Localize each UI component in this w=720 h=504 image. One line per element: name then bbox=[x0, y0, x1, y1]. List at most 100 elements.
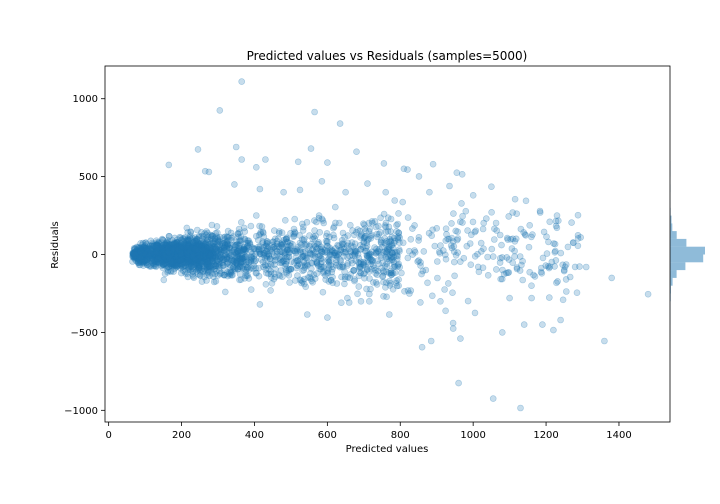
scatter-point bbox=[194, 253, 201, 261]
scatter-point bbox=[196, 250, 204, 257]
scatter-point bbox=[203, 249, 211, 257]
scatter-point bbox=[145, 252, 152, 260]
scatter-point bbox=[318, 255, 325, 262]
scatter-points bbox=[129, 78, 652, 412]
scatter-point bbox=[166, 241, 173, 248]
scatter-point bbox=[163, 239, 170, 247]
scatter-point bbox=[363, 285, 370, 293]
scatter-point bbox=[208, 257, 216, 265]
scatter-point bbox=[198, 254, 206, 262]
scatter-point bbox=[160, 251, 167, 259]
scatter-point bbox=[185, 236, 192, 244]
scatter-point bbox=[190, 241, 197, 248]
scatter-point bbox=[205, 248, 212, 255]
scatter-point bbox=[170, 247, 177, 255]
scatter-point bbox=[204, 247, 212, 255]
scatter-point bbox=[449, 319, 457, 327]
scatter-point bbox=[215, 262, 223, 270]
scatter-point bbox=[168, 246, 176, 254]
scatter-point bbox=[161, 256, 169, 264]
scatter-point bbox=[162, 241, 170, 249]
histogram-bar bbox=[670, 238, 687, 247]
scatter-point bbox=[175, 253, 182, 261]
scatter-point bbox=[143, 255, 151, 262]
scatter-point bbox=[564, 243, 572, 251]
scatter-point bbox=[185, 245, 192, 252]
scatter-point bbox=[399, 198, 407, 206]
scatter-point bbox=[270, 227, 278, 234]
scatter-point bbox=[162, 259, 170, 266]
scatter-point bbox=[163, 252, 171, 260]
scatter-point bbox=[172, 250, 179, 257]
scatter-point bbox=[383, 263, 391, 271]
scatter-point bbox=[247, 222, 255, 230]
scatter-point bbox=[177, 247, 185, 255]
scatter-point bbox=[177, 264, 184, 272]
scatter-point bbox=[211, 245, 219, 253]
scatter-point bbox=[411, 249, 419, 256]
scatter-point bbox=[206, 253, 213, 261]
scatter-point bbox=[207, 246, 215, 254]
scatter-point bbox=[243, 272, 250, 279]
scatter-point bbox=[169, 247, 177, 255]
scatter-point bbox=[140, 262, 147, 269]
scatter-point bbox=[154, 246, 161, 254]
scatter-point bbox=[146, 250, 154, 257]
scatter-point bbox=[158, 250, 166, 258]
x-tick-label: 1200 bbox=[533, 430, 558, 441]
scatter-point bbox=[158, 251, 165, 259]
scatter-point bbox=[159, 251, 167, 258]
scatter-point bbox=[182, 248, 189, 256]
scatter-point bbox=[335, 219, 343, 227]
scatter-point bbox=[171, 260, 179, 268]
scatter-point bbox=[509, 235, 517, 243]
scatter-point bbox=[139, 259, 147, 266]
scatter-point bbox=[365, 228, 373, 235]
scatter-point bbox=[190, 238, 197, 246]
scatter-point bbox=[163, 264, 171, 272]
scatter-point bbox=[163, 248, 170, 255]
scatter-point bbox=[229, 247, 237, 255]
scatter-point bbox=[287, 230, 294, 237]
scatter-point bbox=[152, 246, 159, 254]
scatter-point bbox=[186, 263, 193, 270]
scatter-point bbox=[208, 232, 216, 239]
scatter-point bbox=[145, 246, 153, 254]
scatter-point bbox=[187, 260, 194, 267]
scatter-point bbox=[210, 266, 218, 274]
scatter-point bbox=[168, 245, 175, 253]
scatter-point bbox=[263, 269, 270, 277]
scatter-point bbox=[228, 268, 235, 276]
scatter-point bbox=[169, 252, 177, 260]
scatter-point bbox=[196, 253, 204, 260]
scatter-point bbox=[157, 257, 164, 264]
scatter-point bbox=[550, 240, 558, 247]
scatter-point bbox=[210, 258, 218, 266]
scatter-point bbox=[215, 237, 223, 244]
scatter-point bbox=[464, 297, 472, 305]
scatter-point bbox=[161, 248, 169, 256]
scatter-point bbox=[221, 256, 228, 264]
scatter-point bbox=[171, 244, 179, 252]
scatter-point bbox=[211, 253, 219, 261]
scatter-point bbox=[139, 253, 147, 261]
scatter-point bbox=[511, 195, 519, 203]
scatter-point bbox=[206, 244, 213, 251]
scatter-point bbox=[183, 224, 191, 232]
scatter-point bbox=[544, 263, 552, 270]
scatter-point bbox=[193, 238, 200, 245]
scatter-point bbox=[171, 248, 179, 256]
scatter-point bbox=[168, 260, 176, 267]
scatter-point bbox=[175, 243, 182, 250]
scatter-point bbox=[191, 255, 199, 263]
scatter-point bbox=[175, 257, 183, 264]
scatter-point bbox=[550, 326, 557, 334]
scatter-point bbox=[177, 251, 185, 258]
scatter-point bbox=[210, 273, 217, 280]
scatter-point bbox=[151, 258, 158, 265]
scatter-point bbox=[179, 255, 186, 263]
scatter-point bbox=[488, 209, 495, 216]
scatter-point bbox=[166, 257, 173, 265]
scatter-point bbox=[185, 241, 192, 249]
scatter-point bbox=[204, 261, 211, 269]
